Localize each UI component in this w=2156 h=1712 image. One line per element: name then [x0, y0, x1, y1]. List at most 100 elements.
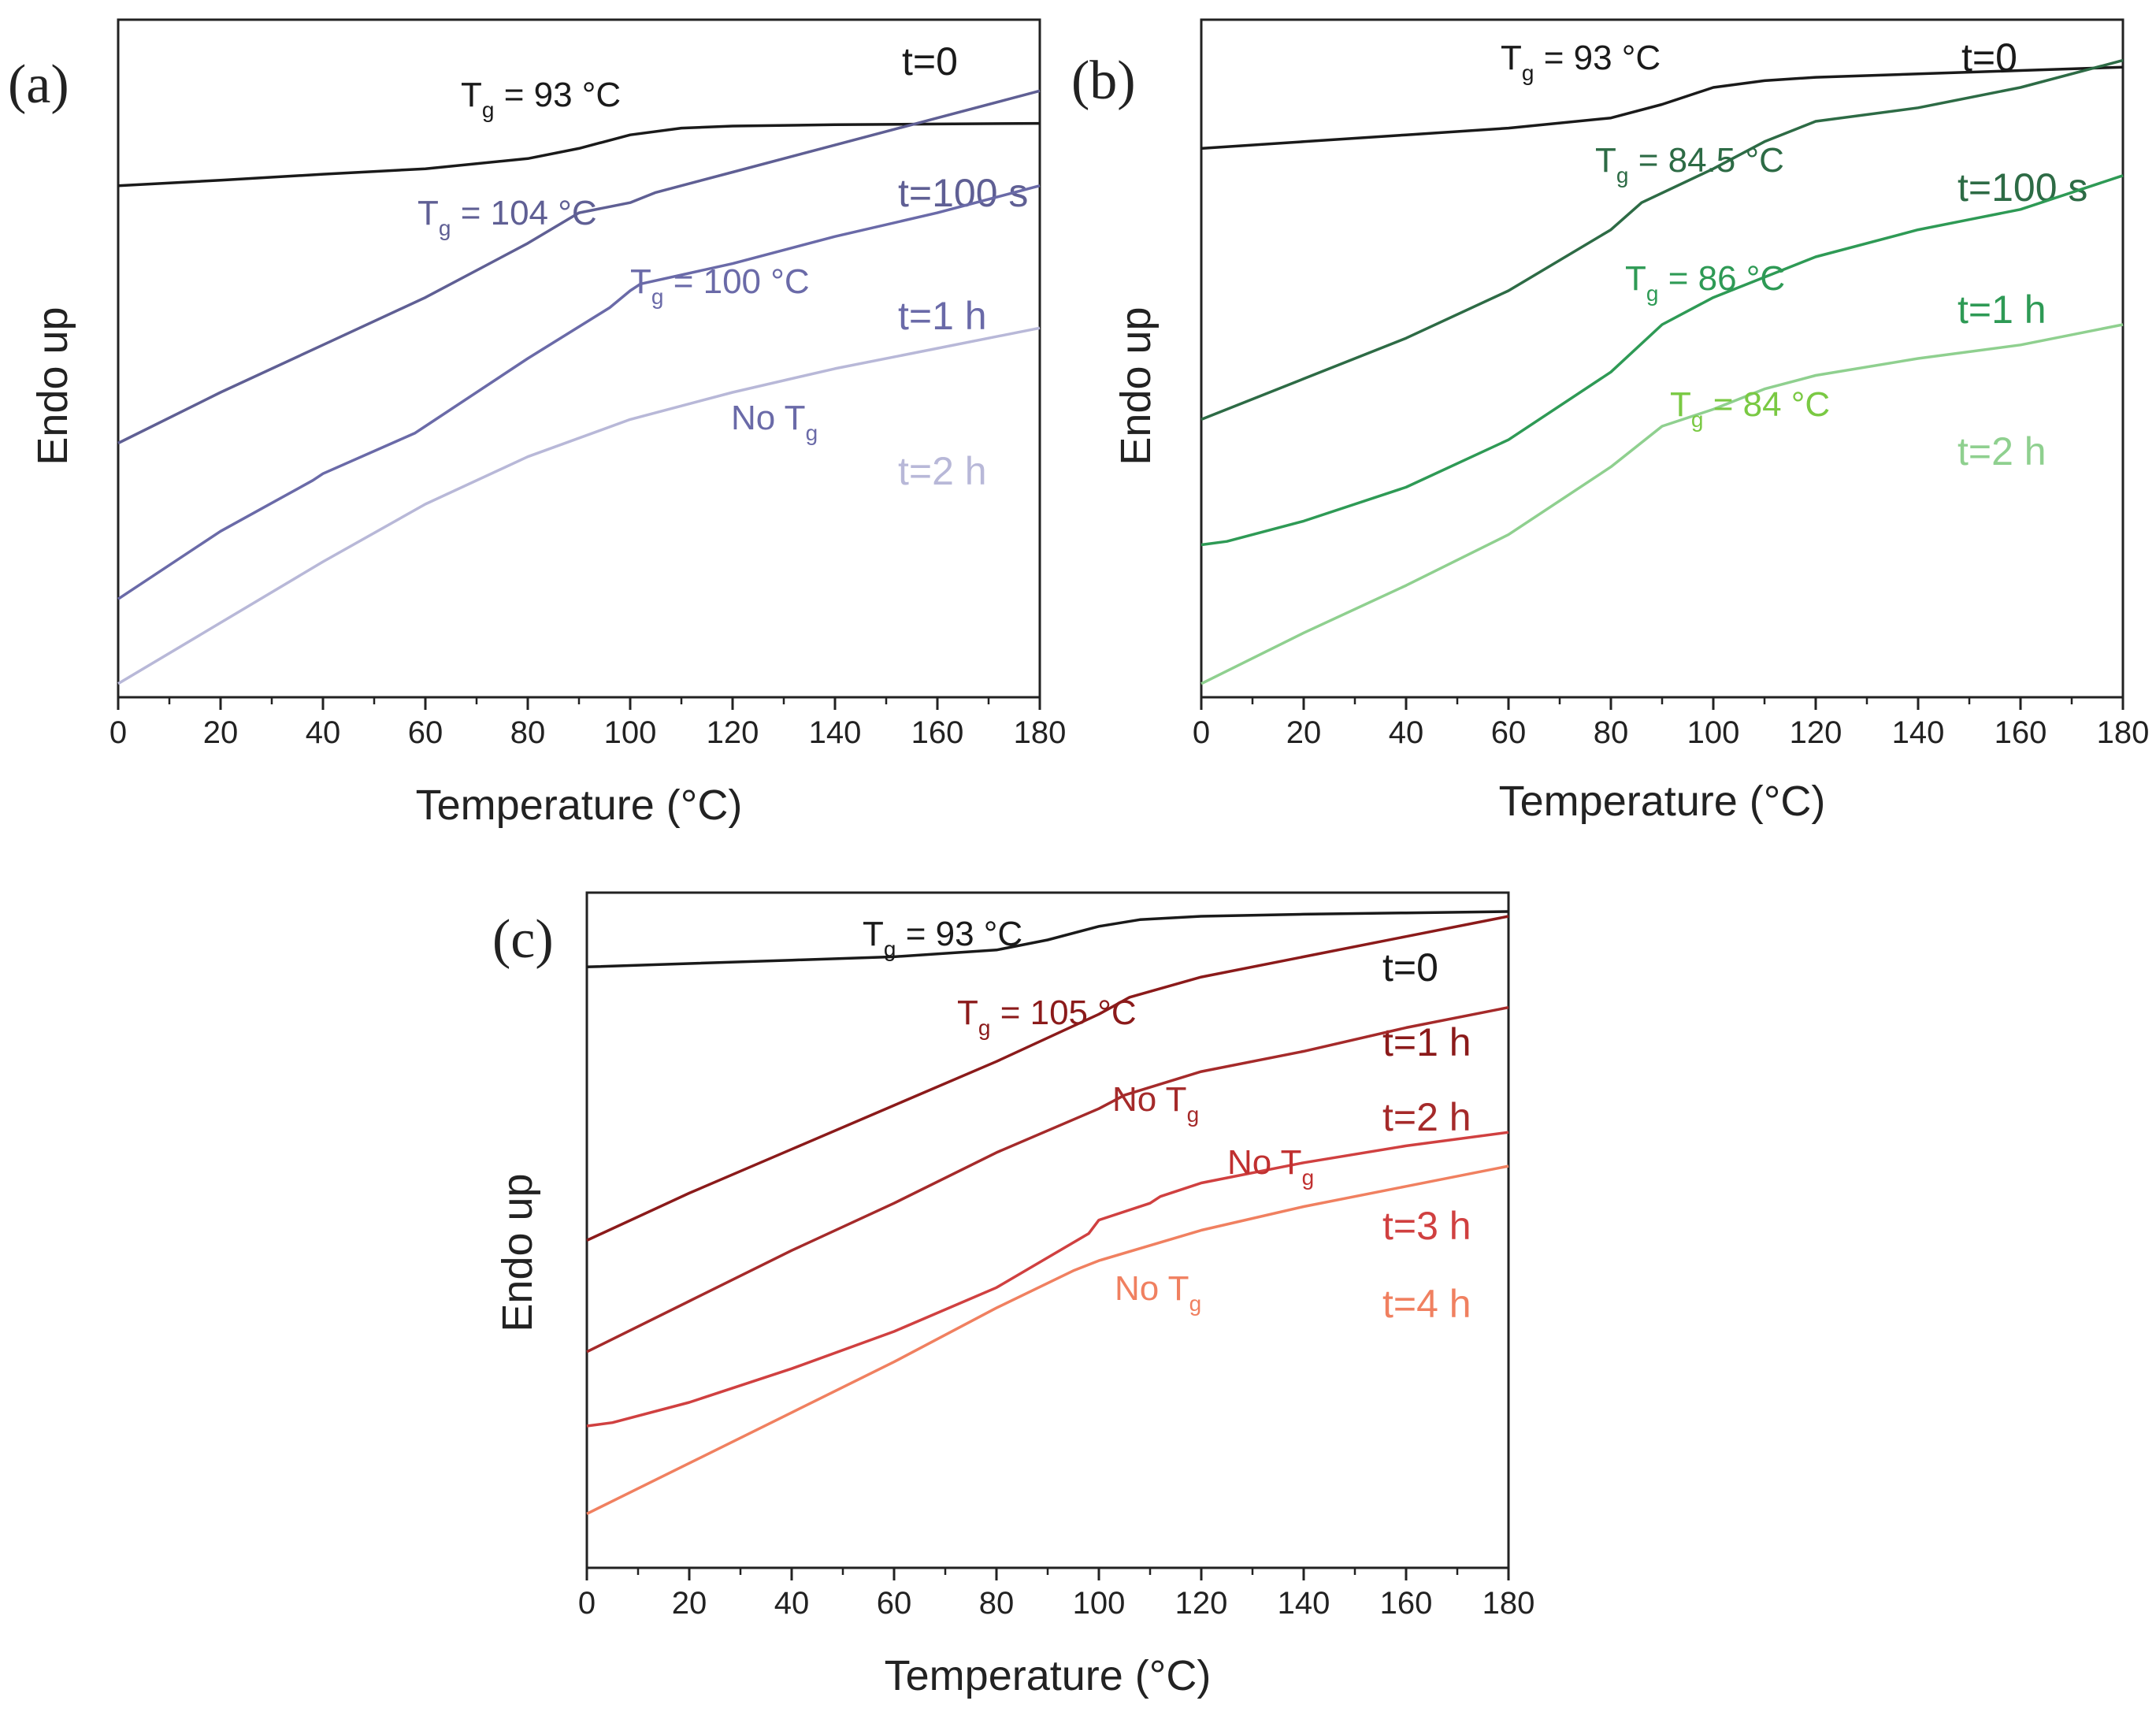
x-tick-label: 80 — [510, 715, 546, 750]
x-tick-label: 20 — [1286, 715, 1322, 750]
series-label: t=3 h — [1382, 1204, 1471, 1248]
tg-annotation-main: T — [1670, 385, 1691, 424]
series-label: t=2 h — [1957, 429, 2047, 473]
tg-annotation: Tg = 93 °C — [863, 915, 1022, 961]
x-tick-label: 140 — [809, 715, 862, 750]
x-tick-label: 180 — [2097, 715, 2150, 750]
y-axis-label: Endo up — [1112, 306, 1160, 465]
x-axis-label: Temperature (°C) — [1499, 778, 1826, 825]
tg-annotation: Tg = 105 °C — [957, 993, 1137, 1040]
panel-label: (c) — [492, 909, 554, 970]
x-tick-label: 80 — [1594, 715, 1629, 750]
tg-annotation-rest: = 100 °C — [663, 262, 809, 301]
x-tick-label: 60 — [408, 715, 443, 750]
tg-annotation: Tg = 93 °C — [461, 76, 621, 122]
tg-annotation: No Tg — [1112, 1080, 1199, 1127]
series-line-t-2-h — [1200, 323, 2124, 685]
x-tick-label: 120 — [1175, 1586, 1228, 1621]
tg-annotation-sub: g — [439, 216, 451, 240]
tg-annotation-main: T — [863, 915, 884, 953]
tg-annotation-main: T — [461, 76, 482, 114]
x-tick-label: 140 — [1892, 715, 1945, 750]
tg-annotation: No Tg — [731, 399, 818, 445]
tg-annotation-rest: = 93 °C — [896, 915, 1022, 953]
panel-label: (b) — [1071, 50, 1136, 111]
x-tick-label: 20 — [672, 1586, 707, 1621]
tg-annotation-sub: g — [1522, 61, 1534, 85]
tg-annotation-main: T — [1501, 39, 1522, 77]
tg-annotation-sub: g — [978, 1016, 991, 1040]
tg-annotation: Tg = 86 °C — [1625, 259, 1785, 306]
x-tick-label: 0 — [578, 1586, 596, 1621]
tg-annotation-main: T — [630, 262, 651, 301]
series-label: t=1 h — [898, 294, 987, 338]
x-tick-label: 160 — [1380, 1586, 1433, 1621]
series-label: t=4 h — [1382, 1282, 1471, 1326]
tg-annotation-sub: g — [1691, 407, 1704, 432]
series-label: t=1 h — [1957, 288, 2047, 332]
tg-annotation: No Tg — [1227, 1143, 1314, 1190]
series-line-t-1-h — [586, 915, 1509, 1242]
x-tick-label: 100 — [1687, 715, 1740, 750]
chart-panel-1: 0 20 40 60 80 100 120 140 160 180 Temperature (°C)… — [8, 18, 1067, 829]
series-line-t-2-h — [586, 1005, 1509, 1354]
tg-annotation-sub: g — [1189, 1291, 1202, 1316]
chart-panel-3: 0 20 40 60 80 100 120 140 160 180 Temperature (°C)… — [492, 891, 1535, 1699]
chart-panel-2: 0 20 40 60 80 100 120 140 160 180 Temperature (°C)… — [1071, 18, 2150, 825]
series-line-t-2-h — [117, 326, 1041, 685]
tg-annotation: Tg = 104 °C — [417, 194, 597, 240]
series-label: t=0 — [902, 39, 958, 84]
x-tick-label: 120 — [707, 715, 759, 750]
series-line-t-100-s — [117, 89, 1041, 445]
tg-annotation-main: T — [1595, 141, 1616, 180]
series-line-t-4-h — [586, 1164, 1509, 1515]
x-tick-label: 160 — [1995, 715, 2047, 750]
tg-annotation-main: No T — [1115, 1269, 1189, 1308]
tg-annotation: Tg = 84 °C — [1670, 385, 1830, 432]
tg-annotation-sub: g — [1302, 1165, 1315, 1190]
x-tick-label: 100 — [604, 715, 657, 750]
tg-annotation-rest: = 104 °C — [451, 194, 596, 232]
series-label: t=2 h — [898, 449, 987, 493]
series-line-t-1-h — [117, 184, 1041, 600]
x-tick-label: 40 — [774, 1586, 810, 1621]
x-tick-label: 0 — [1193, 715, 1210, 750]
series-label: t=2 h — [1382, 1095, 1471, 1139]
tg-annotation-main: T — [957, 993, 978, 1032]
panel-label: (a) — [8, 54, 69, 115]
x-tick-label: 180 — [1014, 715, 1067, 750]
x-tick-label: 60 — [1491, 715, 1527, 750]
x-tick-label: 20 — [203, 715, 239, 750]
series-label: t=0 — [1961, 35, 2017, 80]
plot-frame — [117, 18, 1041, 699]
series-line-t-100-s — [1200, 58, 2124, 422]
series-line-t-0 — [1200, 65, 2124, 150]
tg-annotation-sub: g — [884, 937, 896, 961]
x-tick-label: 120 — [1790, 715, 1842, 750]
tg-annotation-sub: g — [1187, 1102, 1200, 1127]
x-tick-label: 40 — [1389, 715, 1424, 750]
x-tick-label: 180 — [1482, 1586, 1535, 1621]
tg-annotation-rest: = 86 °C — [1658, 259, 1785, 298]
tg-annotation-rest: = 93 °C — [494, 76, 621, 114]
series-label: t=0 — [1382, 945, 1438, 990]
tg-annotation-main: No T — [1112, 1080, 1187, 1119]
y-axis-label: Endo up — [29, 306, 76, 465]
x-tick-label: 140 — [1278, 1586, 1330, 1621]
tg-annotation-sub: g — [806, 421, 818, 445]
series-label: t=100 s — [1957, 165, 2087, 210]
tg-annotation: Tg = 93 °C — [1501, 39, 1661, 85]
series-line-t-0 — [586, 910, 1509, 969]
tg-annotation: No Tg — [1115, 1269, 1201, 1316]
tg-annotation: Tg = 100 °C — [630, 262, 810, 309]
tg-annotation-rest: = 105 °C — [990, 993, 1136, 1032]
tg-annotation-main: No T — [1227, 1143, 1302, 1182]
tg-annotation-sub: g — [651, 284, 664, 309]
x-tick-label: 80 — [979, 1586, 1015, 1621]
plot-frame — [1200, 18, 2124, 699]
series-label: t=1 h — [1382, 1020, 1471, 1064]
x-tick-label: 100 — [1073, 1586, 1126, 1621]
tg-annotation-sub: g — [1616, 163, 1629, 188]
tg-annotation-rest: = 84 °C — [1703, 385, 1830, 424]
